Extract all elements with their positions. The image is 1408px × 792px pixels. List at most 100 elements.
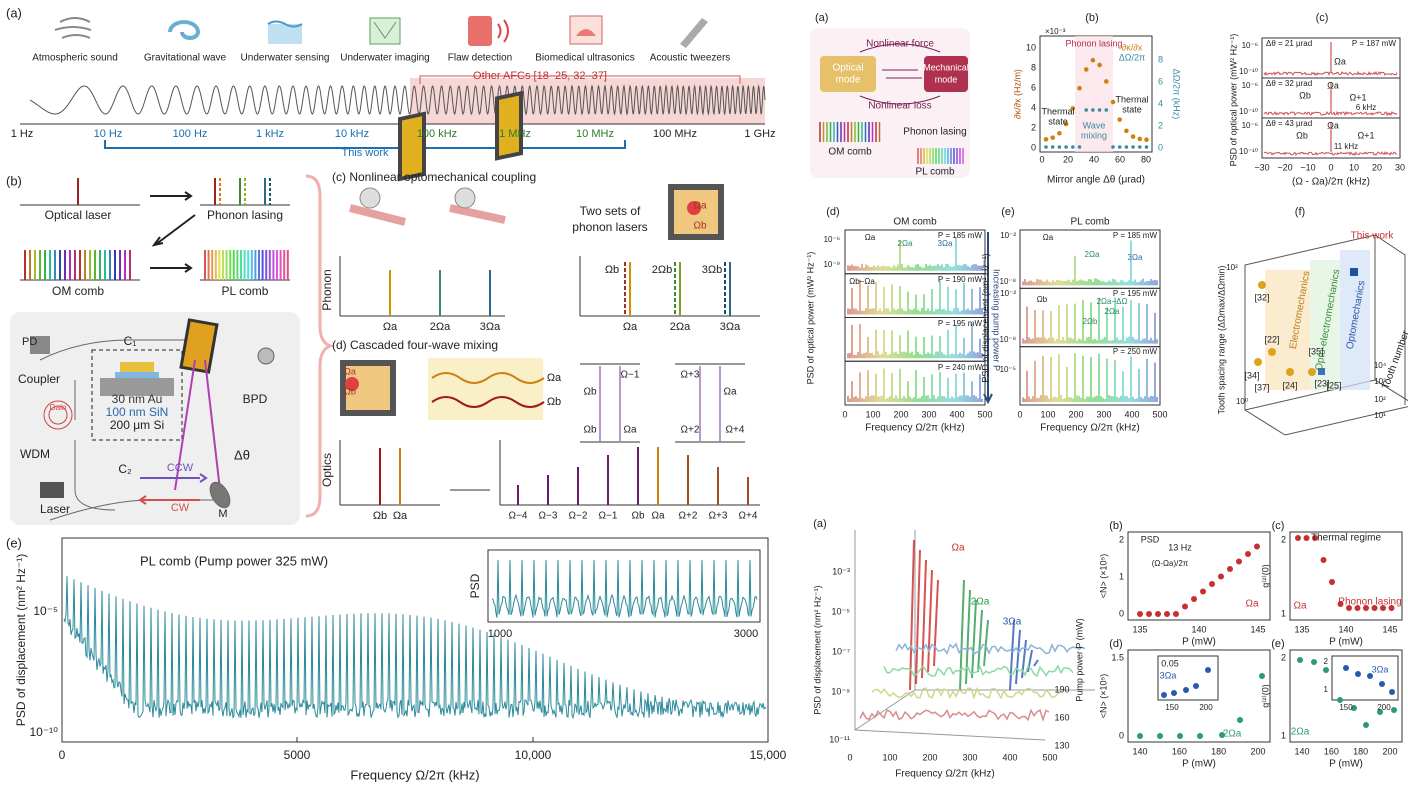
label: [37]	[1254, 382, 1269, 392]
point	[1354, 605, 1361, 611]
label: 2	[1324, 657, 1329, 666]
label: 60	[1115, 154, 1125, 164]
label: 130	[1054, 740, 1069, 750]
label: Optics	[320, 453, 334, 487]
label: 2Ωb	[652, 264, 672, 276]
label: 140	[1191, 624, 1206, 634]
label: Ωb	[373, 510, 387, 522]
label: Thermal	[1041, 106, 1074, 116]
label: 1	[1119, 571, 1124, 581]
label: 10⁻⁶	[824, 235, 840, 244]
app-label: Gravitational wave	[144, 53, 227, 64]
label: C₂	[118, 462, 132, 476]
rc-spectrum	[1263, 70, 1398, 77]
label: 145	[1382, 624, 1397, 634]
label: (c) Nonlinear optomechanical coupling	[332, 170, 536, 184]
label: OM comb	[893, 217, 937, 228]
point	[1329, 579, 1335, 585]
ridge	[883, 664, 1074, 678]
app-label: Underwater imaging	[340, 53, 430, 64]
label: Ωa	[1043, 233, 1054, 242]
label: Ωb	[547, 396, 561, 408]
label: 10²	[1226, 263, 1238, 272]
label: P = 240 mW	[938, 363, 983, 372]
point	[1182, 603, 1188, 610]
label: Thermal	[1115, 94, 1148, 104]
setup-box	[10, 312, 300, 525]
label: Ωb	[1296, 130, 1308, 140]
scale-label: 100 MHz	[653, 128, 697, 140]
label: 2Ωa	[1085, 250, 1100, 259]
label: 8	[1158, 54, 1163, 64]
point	[1077, 85, 1082, 91]
rf-cube	[1244, 234, 1408, 436]
scale-label: 1 Hz	[11, 128, 34, 140]
label: 2Ωa	[1105, 307, 1120, 316]
label: ΔΩ/2π (kHz)	[1172, 69, 1182, 119]
point	[1236, 558, 1242, 565]
label: Ωa	[383, 321, 398, 333]
label: state	[1122, 104, 1142, 114]
label: Laser	[40, 502, 70, 516]
point	[1161, 692, 1167, 698]
peak	[971, 599, 977, 679]
point	[1371, 605, 1378, 611]
ridge	[895, 642, 1086, 656]
label: 200	[1199, 703, 1213, 712]
point	[1043, 137, 1049, 142]
label: 0	[842, 409, 847, 419]
point	[1337, 697, 1343, 703]
label: PL comb	[222, 284, 269, 298]
label: 3000	[734, 628, 758, 640]
label: (d) Cascaded four-wave mixing	[332, 338, 498, 352]
label: 10	[1349, 162, 1359, 172]
label: (Ω - Ωa)/2π (kHz)	[1292, 177, 1370, 188]
label: (a)	[6, 5, 22, 20]
point	[1254, 543, 1260, 550]
label: Pump power P (mW)	[1074, 618, 1084, 701]
label: P (mW)	[1329, 637, 1363, 648]
point	[1209, 581, 1215, 587]
label: 10	[1026, 42, 1036, 52]
label: P = 185 mW	[938, 231, 983, 240]
pump-arrow	[983, 232, 993, 405]
point	[1144, 145, 1149, 149]
label: (Ω-Ωa)/2π	[1152, 559, 1189, 568]
label: 2Ωa	[430, 321, 451, 333]
label: Wave	[1083, 120, 1106, 130]
point	[1312, 535, 1318, 541]
label: 3Ωa	[1372, 664, 1389, 674]
point	[1104, 108, 1109, 112]
label: 0.05	[1161, 658, 1179, 668]
label: 0	[1039, 154, 1044, 164]
rbb-axes	[1127, 531, 1271, 621]
label: 200	[922, 752, 937, 762]
label: 140	[1338, 624, 1353, 634]
label: 8	[1031, 62, 1036, 72]
point	[1200, 588, 1206, 595]
label: Ωa	[865, 233, 876, 242]
point	[1124, 128, 1129, 134]
point	[1164, 611, 1170, 617]
point	[1219, 732, 1225, 738]
label: Δθ = 43 μrad	[1266, 119, 1312, 128]
label: 0	[1017, 409, 1022, 419]
label: Ω+4	[726, 425, 745, 436]
point	[1057, 130, 1062, 136]
label: 5000	[284, 748, 311, 762]
label: 160	[1324, 746, 1339, 756]
label: Nonlinear loss	[868, 101, 931, 112]
label: g⁽²⁾(0)	[1260, 564, 1270, 587]
app-label: Acoustic tweezers	[650, 53, 731, 64]
label: Ωa	[951, 543, 964, 554]
point	[1090, 57, 1096, 63]
label: 10⁻²	[1000, 289, 1016, 298]
e-inset-spectrum	[491, 559, 758, 618]
label: 1	[1281, 730, 1286, 740]
label: Nonlinear force	[866, 39, 934, 50]
rc-spectrum	[1263, 110, 1398, 117]
label: Ω−1	[599, 511, 618, 522]
label: ΔΩ/2π	[1119, 52, 1145, 62]
label: BPD	[243, 392, 268, 406]
